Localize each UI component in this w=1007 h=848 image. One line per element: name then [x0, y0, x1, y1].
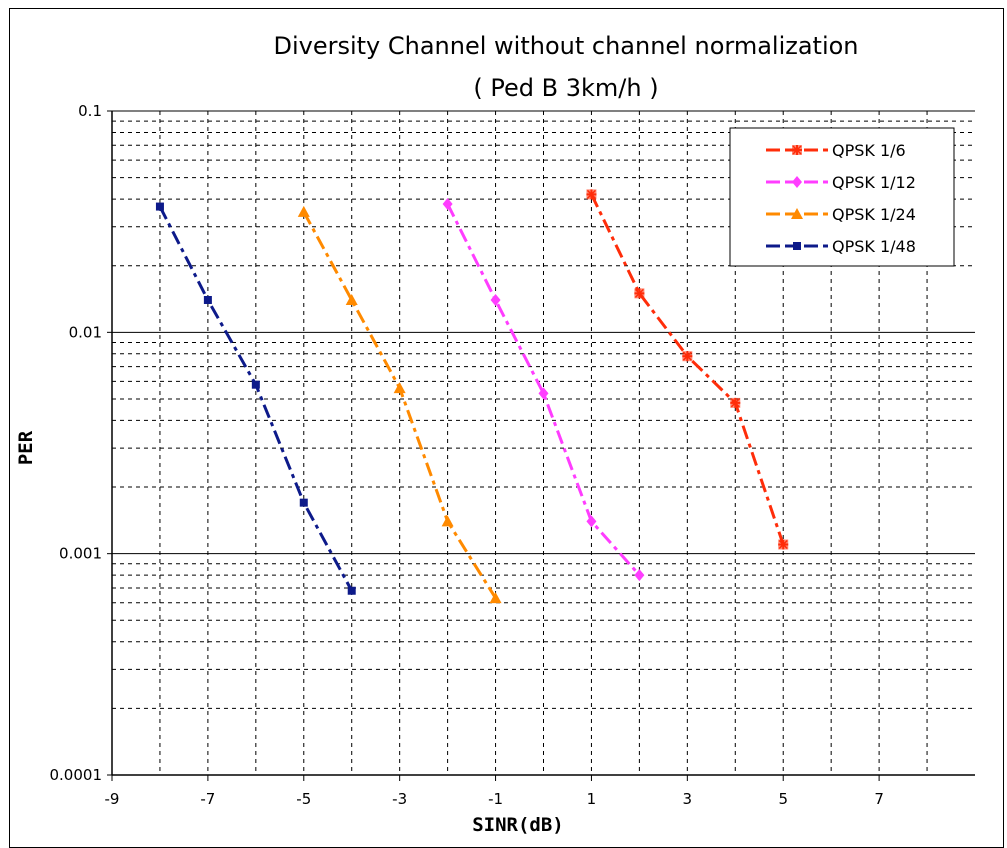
y-tick-label: 0.001	[59, 545, 102, 563]
x-tick-label: 5	[778, 790, 788, 808]
x-tick-label: -7	[200, 790, 215, 808]
data-point	[730, 398, 740, 408]
x-tick-label: 7	[874, 790, 884, 808]
data-point	[682, 351, 692, 361]
x-tick-label: 3	[683, 790, 693, 808]
y-tick-label: 0.01	[69, 323, 102, 341]
data-point	[156, 203, 164, 211]
x-tick-label: -9	[105, 790, 120, 808]
data-point	[300, 499, 308, 507]
chart-title: Diversity Channel without channel normal…	[273, 32, 858, 60]
data-point	[793, 242, 801, 250]
legend: QPSK 1/6 QPSK 1/12 QPSK 1/24 QPSK 1/48	[730, 128, 954, 266]
data-point	[586, 189, 596, 199]
legend-label: QPSK 1/6	[832, 141, 906, 160]
legend-label: QPSK 1/48	[832, 237, 916, 256]
y-tick-label: 0.0001	[50, 766, 103, 784]
data-point	[634, 288, 644, 298]
x-tick-label: -1	[488, 790, 503, 808]
data-point	[792, 145, 802, 155]
legend-label: QPSK 1/12	[832, 173, 916, 192]
chart-subtitle: ( Ped B 3km/h )	[473, 74, 658, 102]
data-point	[204, 296, 212, 304]
x-axis-label: SINR(dB)	[472, 814, 564, 836]
y-tick-label: 0.1	[78, 102, 102, 120]
x-tick-label: 1	[587, 790, 597, 808]
x-tick-label: -5	[296, 790, 311, 808]
legend-label: QPSK 1/24	[832, 205, 916, 224]
data-point	[778, 540, 788, 550]
data-point	[252, 381, 260, 389]
y-axis-label: PER	[15, 430, 37, 465]
data-point	[348, 587, 356, 595]
x-tick-label: -3	[392, 790, 407, 808]
